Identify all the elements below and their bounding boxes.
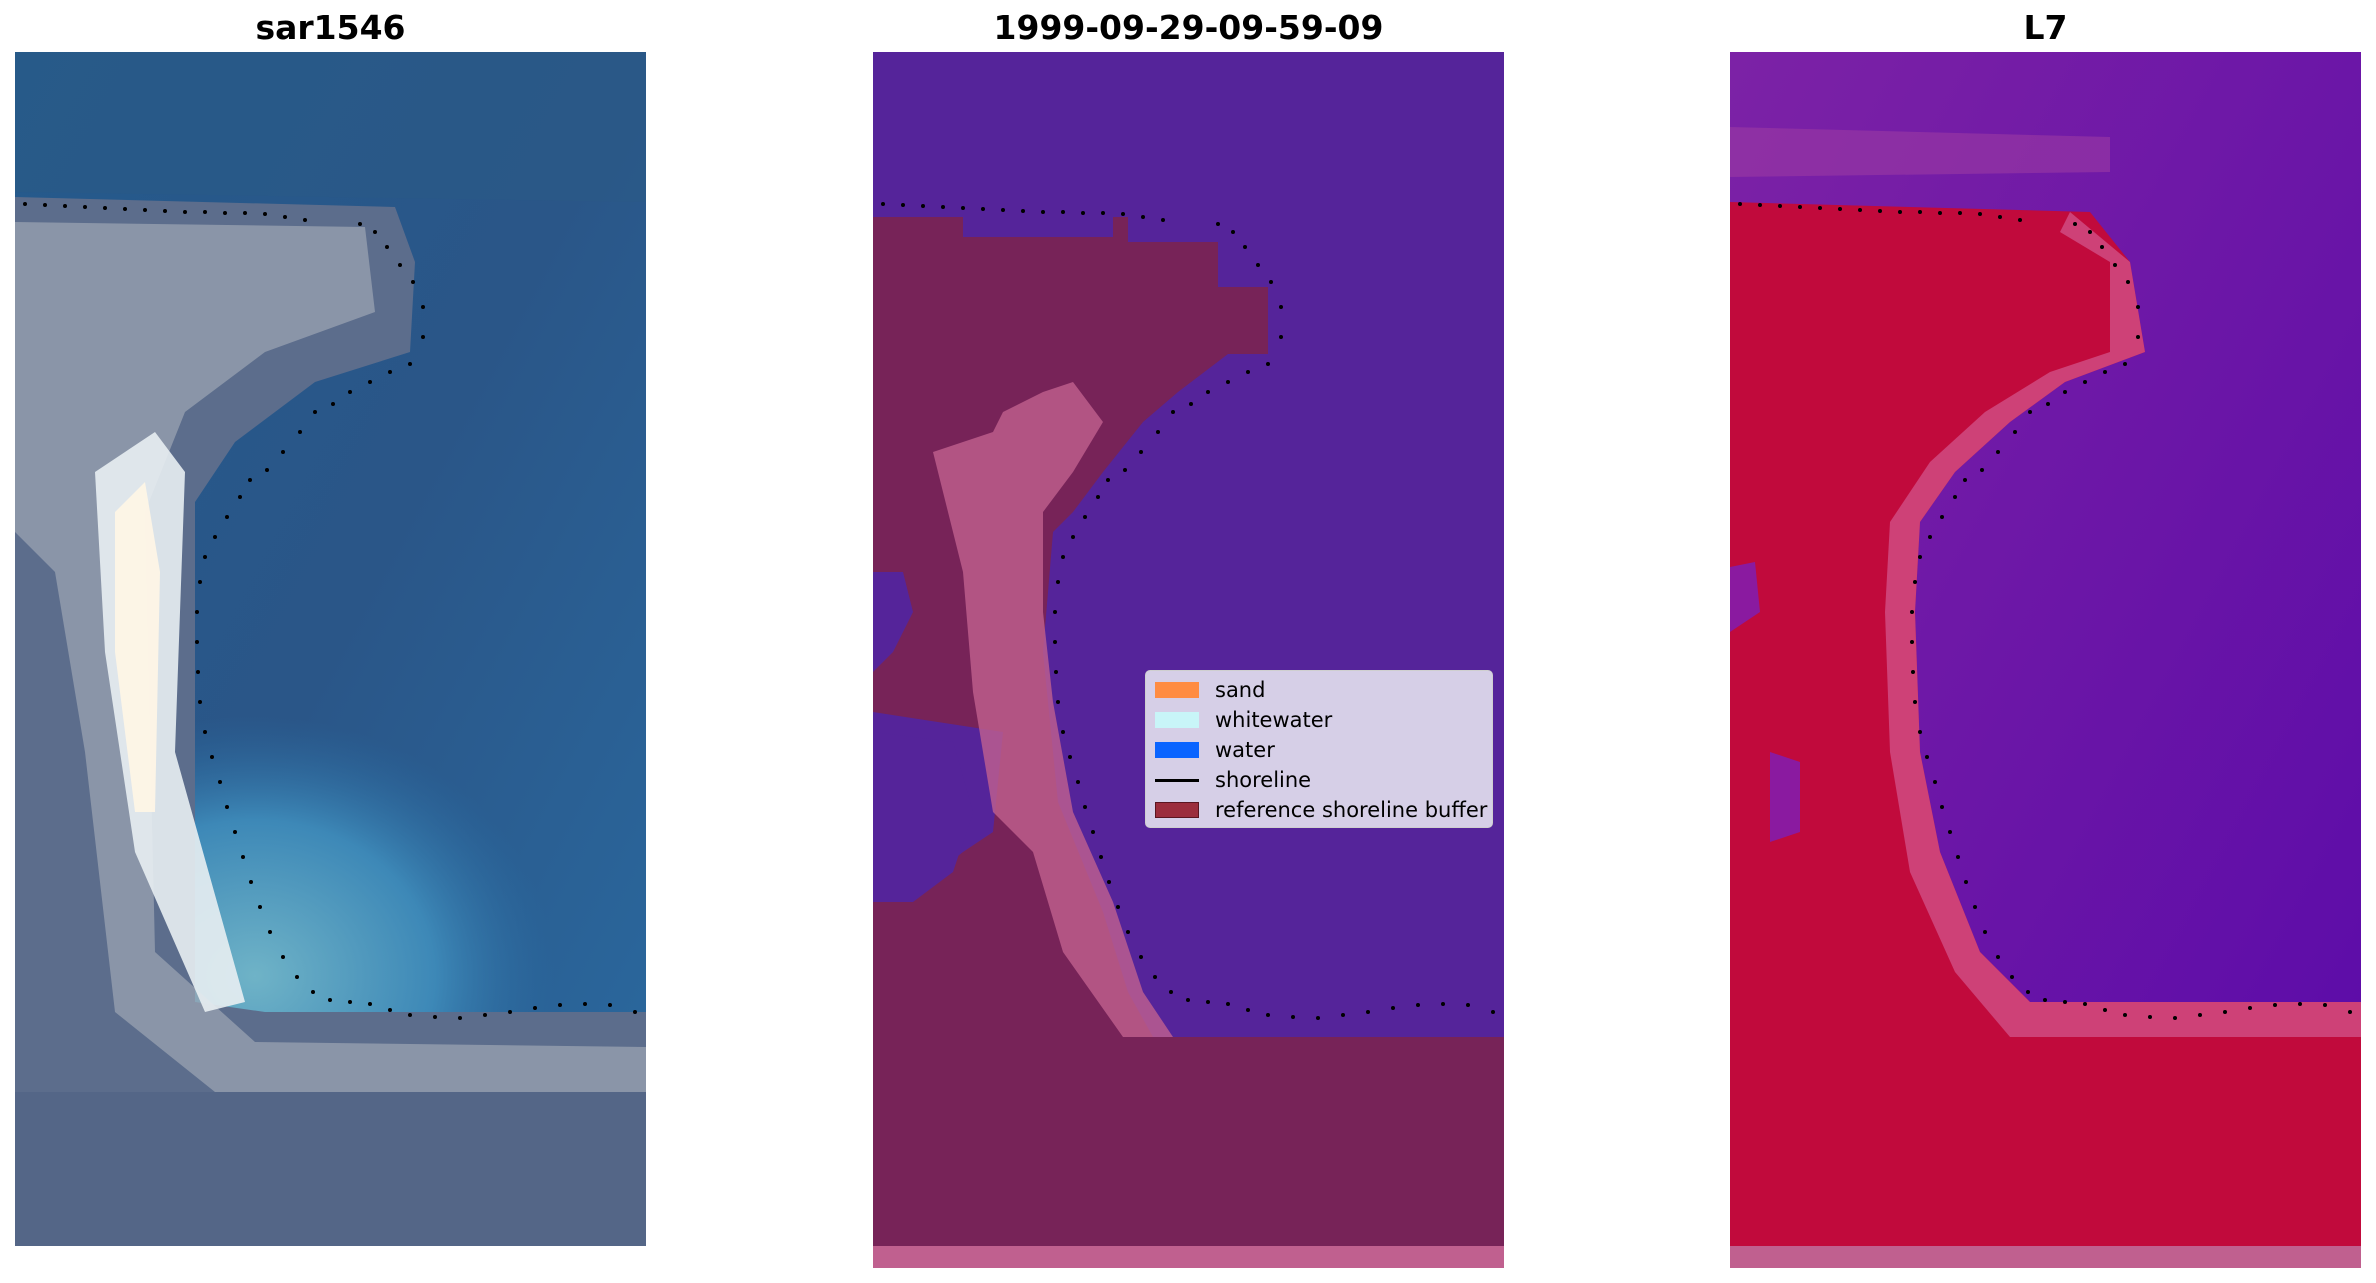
shoreline-dotted-line-classification [881,202,1495,1020]
legend-item-whitewater: whitewater [1155,705,1332,735]
legend-label: whitewater [1215,708,1333,732]
legend-item-water: water [1155,735,1275,765]
panel-title-index: L7 [2023,8,2068,47]
legend-item-reference-shoreline-buffer: reference shoreline buffer [1155,795,1487,825]
legend-item-sand: sand [1155,675,1265,705]
panel-title-rgb: sar1546 [255,8,406,47]
classification-image [873,52,1504,1268]
buffer-swatch [1155,802,1199,818]
legend-label: shoreline [1215,768,1312,792]
whitewater-swatch [1155,712,1199,728]
rgb-image [15,52,646,1246]
legend: sand whitewater water shoreline referenc… [1145,670,1493,828]
sand-swatch [1155,682,1199,698]
shoreline-dotted-line-index [1738,202,2352,1020]
index-image [1730,52,2361,1268]
legend-label: sand [1215,678,1266,702]
index-panel [1730,52,2361,1268]
shoreline-dotted-line-rgb [23,202,637,1020]
shoreline-line-sample [1155,778,1199,782]
panel-title-classification: 1999-09-29-09-59-09 [993,8,1384,47]
classification-panel [873,52,1504,1268]
rgb-image-panel [15,52,646,1246]
legend-item-shoreline: shoreline [1155,765,1311,795]
water-swatch [1155,742,1199,758]
legend-label: reference shoreline buffer [1215,798,1488,822]
legend-label: water [1215,738,1275,762]
